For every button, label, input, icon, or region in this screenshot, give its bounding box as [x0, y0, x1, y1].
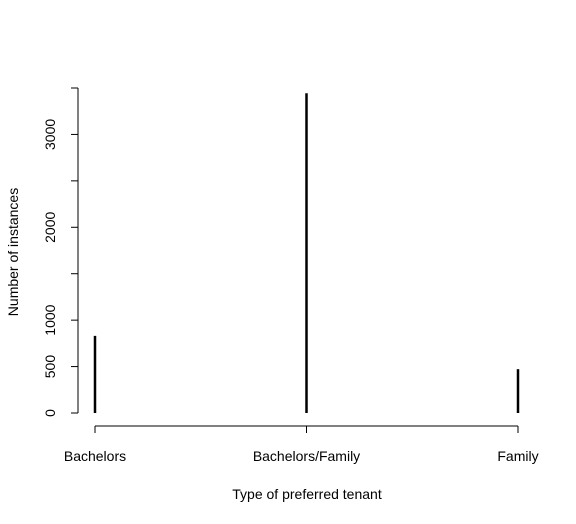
- y-axis-label: Number of instances: [5, 188, 21, 316]
- x-tick-label: Bachelors: [64, 448, 126, 464]
- y-tick-label: 500: [42, 355, 58, 379]
- y-tick-label: 0: [42, 409, 58, 417]
- bars: [93, 93, 520, 413]
- y-tick-label: 1000: [42, 304, 58, 335]
- x-tick-label: Family: [497, 448, 538, 464]
- y-tick-label: 2000: [42, 212, 58, 243]
- x-axis: Bachelors Bachelors/Family Family: [64, 425, 539, 464]
- y-axis: 0 500 1000 2000 3000: [42, 87, 79, 417]
- x-axis-label: Type of preferred tenant: [232, 486, 382, 502]
- x-tick-label: Bachelors/Family: [253, 448, 360, 464]
- y-tick-label: 3000: [42, 119, 58, 150]
